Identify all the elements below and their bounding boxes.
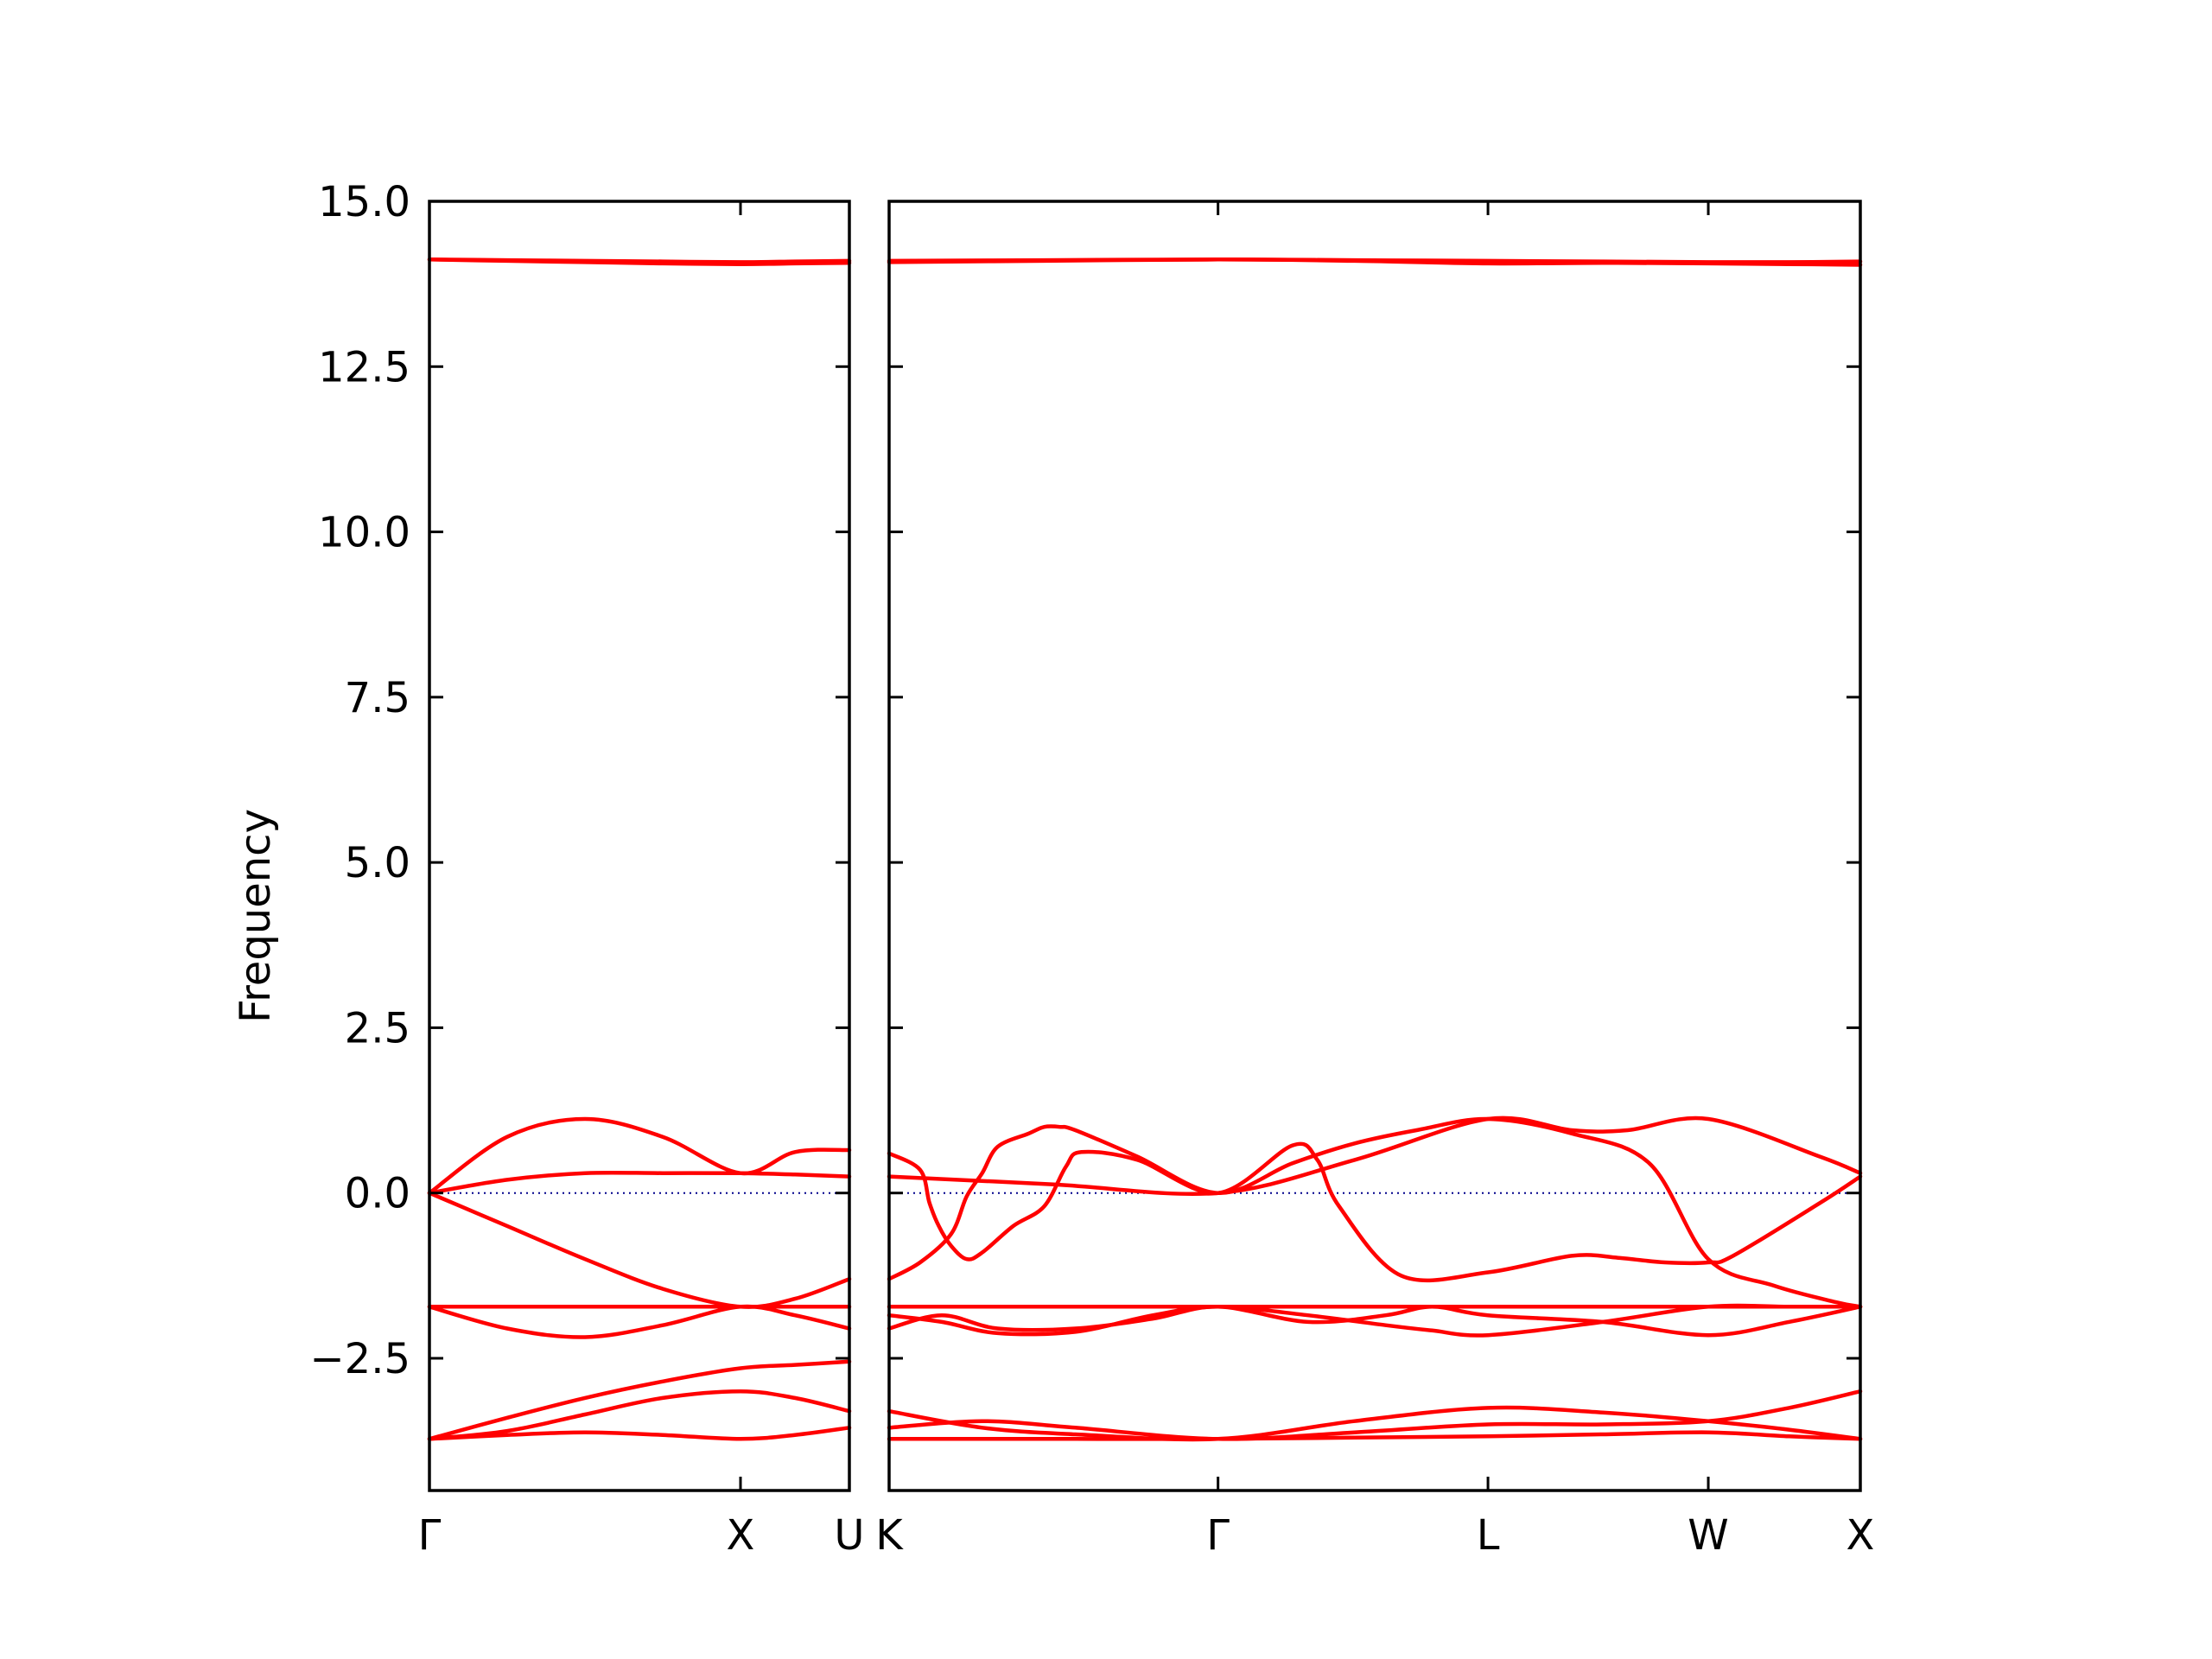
phonon-band-4 (887, 1305, 1863, 1338)
x-tick-label: X (727, 1511, 755, 1560)
phonon-band-6 (427, 1191, 852, 1309)
y-tick-label: 5.0 (345, 839, 410, 887)
phonon-band-3 (887, 1405, 1863, 1442)
y-tick-labels: −2.5 0.0 2.5 5.0 7.5 10.0 12.5 15.0 (309, 178, 410, 1383)
x-tick-label: U (834, 1511, 864, 1560)
phonon-band-7 (427, 1116, 852, 1195)
y-tick-label: 12.5 (318, 343, 410, 391)
x-tick-label: L (1477, 1511, 1500, 1560)
x-tick-label: W (1688, 1511, 1728, 1560)
x-tick-label: X (1847, 1511, 1875, 1560)
phonon-band-3 (427, 1359, 852, 1441)
y-tick-label: 2.5 (345, 1004, 410, 1052)
y-tick-label: 10.0 (318, 509, 410, 557)
y-tick-label: −2.5 (309, 1335, 410, 1383)
phonon-band-1 (427, 1426, 852, 1441)
x-tick-label: K (875, 1511, 904, 1560)
y-tick-label: 7.5 (345, 674, 410, 722)
phonon-band-9 (887, 1116, 1863, 1197)
y-axis-label: Frequency (232, 809, 280, 1023)
x-tick-label: Γ (1206, 1511, 1230, 1560)
phonon-band-10 (427, 257, 852, 266)
phonon-band-8 (427, 1170, 852, 1195)
phonon-band-8 (887, 1141, 1863, 1283)
y-tick-label: 15.0 (318, 178, 410, 226)
phonon-band-11 (887, 257, 1863, 267)
plot-frame (887, 200, 1862, 1492)
x-tick-label: Γ (418, 1511, 442, 1560)
plot-frame (428, 200, 851, 1492)
phonon-band-2 (887, 1389, 1863, 1441)
y-tick-label: 0.0 (345, 1170, 410, 1218)
phonon-band-1 (887, 1430, 1863, 1441)
phonon-band-2 (427, 1389, 852, 1441)
phonon-band-5 (427, 1304, 852, 1339)
